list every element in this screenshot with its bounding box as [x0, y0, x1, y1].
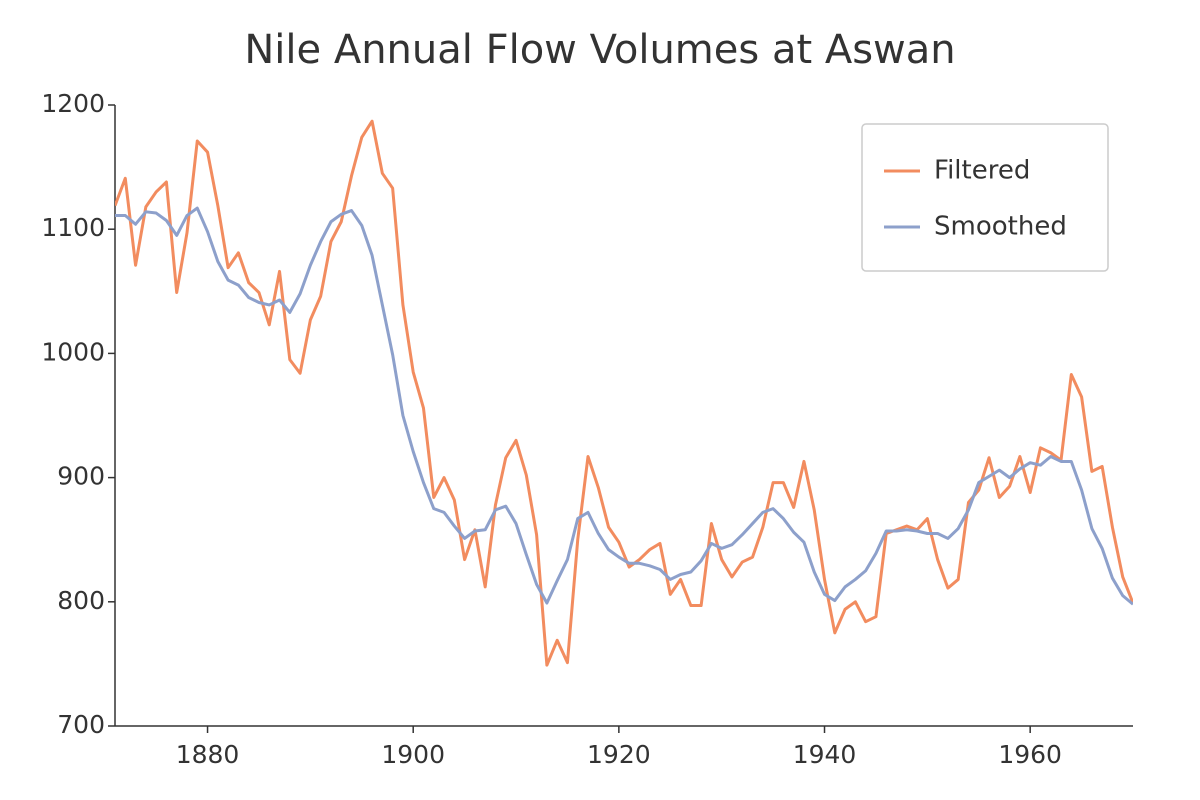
legend-box: [861, 123, 1109, 272]
x-tick-label: 1940: [793, 740, 857, 769]
line-series: [115, 119, 1133, 667]
chart-title: Nile Annual Flow Volumes at Aswan: [244, 27, 955, 73]
y-tick-label: 800: [57, 586, 105, 615]
y-tick-label: 1000: [41, 337, 105, 366]
x-tick-label: 1960: [998, 740, 1062, 769]
line-series: [115, 206, 1133, 606]
y-tick-label: 700: [57, 710, 105, 739]
x-tick-label: 1880: [176, 740, 240, 769]
y-tick-label: 900: [57, 462, 105, 491]
y-tick-label: 1100: [41, 213, 105, 242]
legend-label: Filtered: [934, 156, 1030, 186]
y-tick-label: 1200: [41, 89, 105, 118]
legend-label: Smoothed: [934, 212, 1067, 242]
x-tick-label: 1900: [381, 740, 445, 769]
x-tick-label: 1920: [587, 740, 651, 769]
